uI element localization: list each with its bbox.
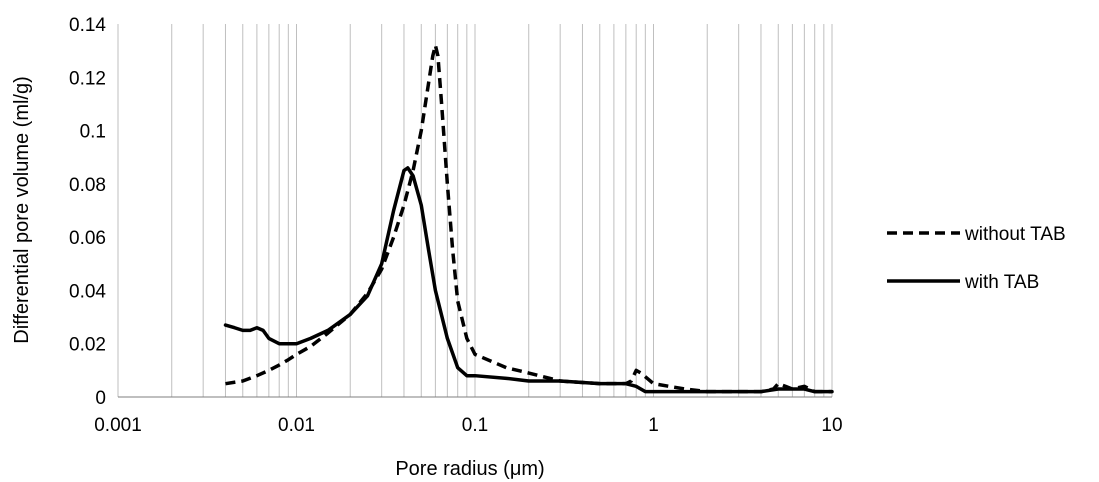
y-tick-label: 0 xyxy=(95,388,106,409)
series-line-with-tab xyxy=(223,166,834,394)
gridlines xyxy=(117,24,833,397)
x-tick-label: 0.001 xyxy=(94,415,142,436)
x-tick-label: 1 xyxy=(648,415,659,436)
plot-area xyxy=(223,43,834,394)
legend: without TAB with TAB xyxy=(887,224,1066,293)
x-axis-title: Pore radius (μm) xyxy=(395,458,544,480)
y-tick-label: 0.14 xyxy=(69,15,106,36)
y-axis-title: Differential pore volume (ml/g) xyxy=(11,76,33,344)
y-tick-label: 0.04 xyxy=(69,281,106,302)
y-tick-label: 0.1 xyxy=(80,122,106,143)
y-tick-label: 0.06 xyxy=(69,228,106,249)
legend-label-without-tab: without TAB xyxy=(964,224,1066,245)
x-tick-label: 0.01 xyxy=(278,415,315,436)
x-tick-label: 0.1 xyxy=(462,415,488,436)
y-tick-label: 0.02 xyxy=(69,335,106,356)
x-tick-labels: 0.001 0.01 0.1 1 10 xyxy=(94,415,842,436)
y-tick-labels: 0 0.02 0.04 0.06 0.08 0.1 0.12 0.14 xyxy=(69,15,106,409)
y-tick-label: 0.12 xyxy=(69,68,106,89)
x-tick-label: 10 xyxy=(821,415,842,436)
legend-label-with-tab: with TAB xyxy=(964,272,1039,293)
y-tick-label: 0.08 xyxy=(69,175,106,196)
